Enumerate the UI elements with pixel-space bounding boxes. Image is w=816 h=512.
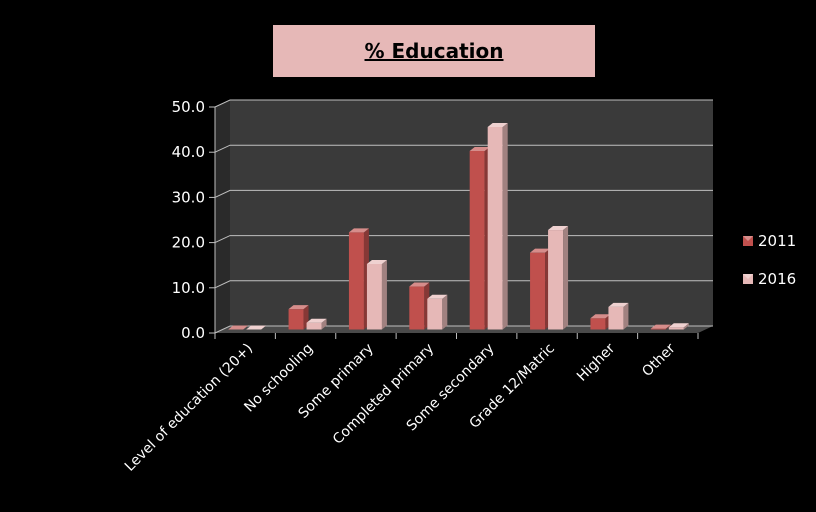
x-axis-ticks: Level of education (20+)No schoolingSome… [122, 333, 699, 475]
legend-label: 2011 [758, 232, 796, 250]
chart-title-box: % Education [273, 25, 595, 77]
side-wall [215, 100, 230, 333]
plot-walls [215, 100, 713, 333]
bar-2016-7 [668, 323, 689, 330]
x-tick-label: Completed primary [330, 341, 437, 448]
bar-2016-6 [608, 302, 629, 330]
y-tick-label: 20.0 [172, 234, 205, 252]
bar-2011-5 [530, 248, 551, 330]
bar-2011-2 [348, 228, 369, 330]
gridline [214, 99, 713, 108]
bar-2011-0 [228, 325, 249, 330]
y-tick-label: 50.0 [172, 98, 205, 116]
y-tick-label: 30.0 [172, 188, 205, 206]
bar-2016-0 [246, 325, 267, 330]
y-tick-label: 0.0 [181, 324, 205, 342]
bar-2016-5 [548, 226, 569, 330]
bar-2011-3 [409, 282, 430, 330]
y-axis-ticks: 0.0 10.0 20.0 30.0 40.0 50.0 [172, 98, 205, 342]
bar-2016-4 [487, 123, 508, 330]
x-tick-label: Level of education (20+) [122, 341, 256, 475]
gridline [214, 189, 713, 198]
legend-item-2011: 2011 [743, 232, 796, 250]
gridline [214, 144, 713, 153]
bar-2016-3 [427, 294, 448, 330]
bar-2011-7 [650, 324, 671, 330]
legend-label: 2016 [758, 270, 796, 288]
y-tick-label: 10.0 [172, 279, 205, 297]
x-tick-label: Higher [574, 340, 618, 384]
legend: 2011 2016 [743, 232, 796, 288]
y-tick-label: 40.0 [172, 143, 205, 161]
bars [228, 123, 689, 330]
bar-2011-4 [469, 146, 490, 330]
bar-2011-1 [288, 305, 309, 330]
x-tick-label: Other [639, 340, 679, 380]
bar-2011-6 [590, 314, 611, 330]
floor [215, 326, 713, 333]
chart-title: % Education [364, 39, 504, 63]
legend-item-2016: 2016 [743, 270, 796, 288]
bar-2016-1 [306, 318, 327, 330]
bar-2016-2 [366, 259, 387, 330]
